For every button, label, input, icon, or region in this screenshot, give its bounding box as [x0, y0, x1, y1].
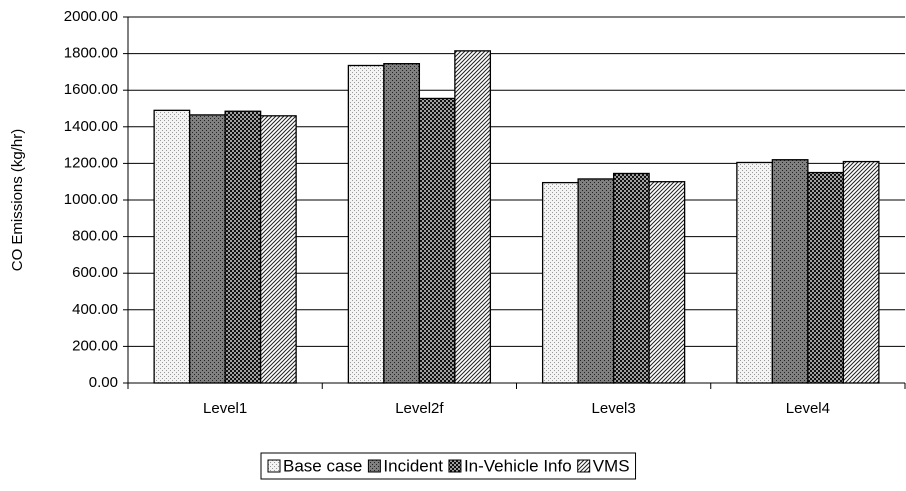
bar	[736, 161, 774, 384]
y-tick-label: 400.00	[72, 301, 118, 318]
legend-label: Base case	[283, 456, 362, 475]
y-axis-label: CO Emissions (kg/hr)	[9, 129, 26, 272]
bar	[224, 110, 262, 384]
bar	[383, 63, 421, 384]
x-tick-label: Level4	[786, 400, 830, 417]
y-tick-label: 1000.00	[64, 191, 118, 208]
bar	[771, 159, 809, 384]
y-tick-label: 1400.00	[64, 118, 118, 135]
bar	[807, 171, 845, 384]
y-tick-label: 200.00	[72, 337, 118, 354]
y-tick-label: 0.00	[89, 374, 118, 391]
x-tick-label: Level2f	[395, 400, 444, 417]
bar	[577, 178, 615, 384]
y-tick-label: 800.00	[72, 228, 118, 245]
bar	[259, 115, 297, 384]
bar	[454, 50, 492, 384]
legend-swatch	[267, 459, 281, 473]
bar	[418, 97, 456, 384]
y-tick-label: 1800.00	[64, 45, 118, 62]
bar	[612, 172, 650, 384]
legend-frame	[260, 452, 637, 480]
legend-swatch	[448, 459, 462, 473]
legend-swatch	[577, 459, 591, 473]
x-tick-label: Level1	[203, 400, 247, 417]
x-tick-label: Level3	[592, 400, 636, 417]
y-tick-label: 2000.00	[64, 8, 118, 25]
bar	[188, 114, 226, 384]
legend-label: In-Vehicle Info	[464, 456, 572, 475]
y-tick-label: 600.00	[72, 264, 118, 281]
bar	[541, 181, 579, 384]
bar	[648, 181, 686, 384]
bar	[842, 160, 880, 384]
bar	[153, 109, 191, 384]
legend-label: Incident	[383, 456, 443, 475]
y-tick-label: 1600.00	[64, 81, 118, 98]
legend-label: VMS	[593, 456, 630, 475]
legend-swatch	[367, 459, 381, 473]
legend: Base case Incident In-Vehicle Info VMS	[260, 452, 637, 480]
y-tick-label: 1200.00	[64, 154, 118, 171]
bar	[347, 64, 385, 384]
